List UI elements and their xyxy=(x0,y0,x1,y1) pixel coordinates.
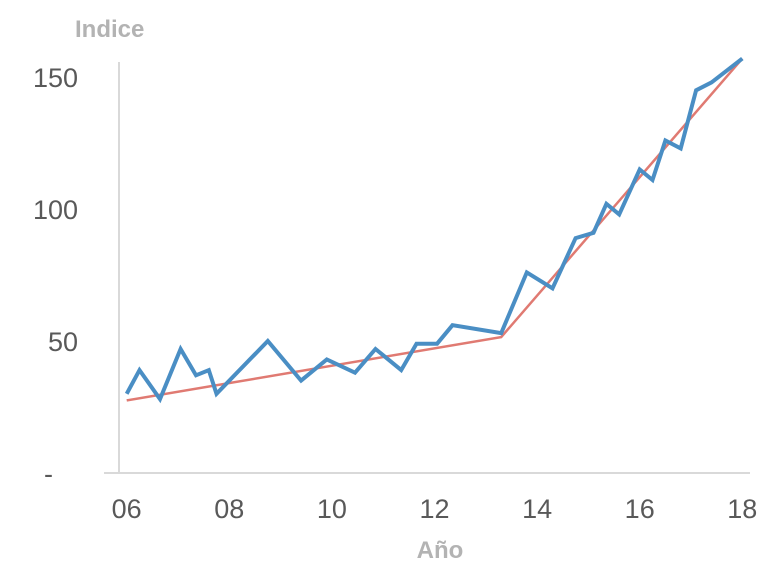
x-tick-label: 06 xyxy=(112,494,142,524)
x-axis-title: Año xyxy=(417,537,464,564)
x-tick-label: 14 xyxy=(522,494,552,524)
y-tick-label: 150 xyxy=(33,63,78,93)
series-trend-line xyxy=(126,57,744,402)
x-tick-label: 18 xyxy=(727,494,757,524)
x-tick-label: 12 xyxy=(419,494,449,524)
y-tick-label: - xyxy=(44,459,53,489)
y-tick-label: 100 xyxy=(33,195,78,225)
series-index-line xyxy=(124,57,744,404)
y-tick-label: 50 xyxy=(48,327,78,357)
x-tick-label: 08 xyxy=(214,494,244,524)
x-tick-label: 16 xyxy=(625,494,655,524)
y-axis-title: Indice xyxy=(75,16,144,43)
x-tick-label: 10 xyxy=(317,494,347,524)
